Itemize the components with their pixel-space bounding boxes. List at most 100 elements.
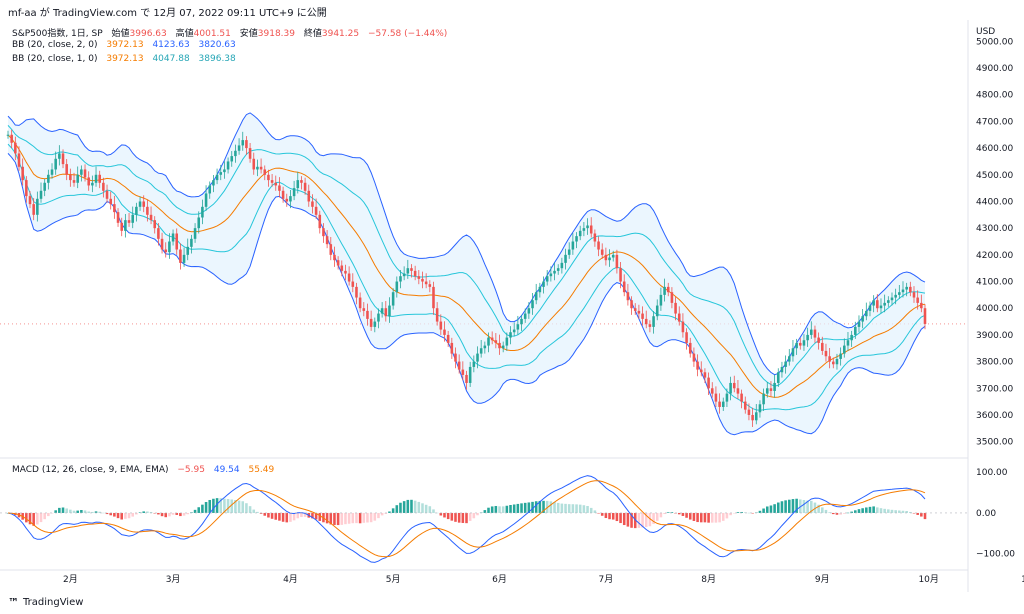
macd-histogram-bar <box>263 512 267 516</box>
candle-body <box>813 329 817 338</box>
candle-body <box>593 233 597 242</box>
macd-histogram-bar <box>307 512 311 518</box>
tradingview-logo-icon[interactable]: ™ <box>8 596 19 609</box>
macd-histogram-bar <box>725 512 729 519</box>
candle-body <box>36 198 39 215</box>
price-tick-label: 3700.00 <box>976 384 1013 394</box>
macd-histogram-bar <box>802 499 806 513</box>
macd-histogram-bar <box>765 506 769 513</box>
candle-body <box>494 340 498 343</box>
candle-body <box>318 214 322 229</box>
candle-body <box>234 150 237 157</box>
price-tick-label: 4100.00 <box>976 278 1013 288</box>
candle-body <box>127 220 131 223</box>
macd-legend[interactable]: MACD (12, 26, close, 9, EMA, EMA) −5.95 … <box>12 465 280 475</box>
macd-histogram-bar <box>501 506 505 513</box>
macd-histogram-bar <box>806 500 809 513</box>
candle-body <box>560 262 564 269</box>
macd-histogram-bar <box>87 511 90 513</box>
site-name[interactable]: TradingView.com <box>52 8 138 19</box>
macd-histogram-bar <box>659 512 663 518</box>
change-value: −57.58 (−1.44%) <box>367 29 448 39</box>
candle-body <box>641 313 644 319</box>
currency-label: USD <box>976 27 995 37</box>
candle-body <box>17 153 21 167</box>
candle-body <box>773 382 776 391</box>
macd-histogram-bar <box>421 503 424 513</box>
macd-histogram-bar <box>186 512 190 515</box>
macd-histogram-bar <box>571 504 575 513</box>
candle-body <box>43 182 46 191</box>
macd-histogram-bar <box>534 501 538 513</box>
macd-histogram-bar <box>729 512 732 516</box>
candle-body <box>905 286 908 290</box>
macd-histogram-bar <box>461 512 465 523</box>
candle-body <box>410 268 413 271</box>
macd-line <box>7 475 926 563</box>
macd-histogram-bar <box>754 512 758 513</box>
macd-histogram-bar <box>652 512 655 524</box>
candle-body <box>307 190 311 202</box>
candle-body <box>347 273 351 282</box>
macd-histogram-bar <box>655 512 659 521</box>
macd-histogram-bar <box>362 512 366 523</box>
macd-histogram-bar <box>190 512 193 513</box>
macd-histogram-bar <box>666 512 670 513</box>
macd-hist-value: −5.95 <box>177 465 205 475</box>
publisher-name[interactable]: mf-aa <box>8 8 37 19</box>
bb1-upper: 4123.63 <box>152 40 190 50</box>
candle-body <box>113 204 116 213</box>
macd-histogram-bar <box>223 498 226 513</box>
macd-histogram-bar <box>758 510 762 513</box>
candle-body <box>578 230 582 237</box>
macd-histogram-bar <box>883 508 886 513</box>
candle-body <box>105 190 109 199</box>
macd-histogram-bar <box>336 512 340 526</box>
bb2-legend[interactable]: BB (20, close, 1, 0) 3972.13 4047.88 389… <box>12 54 242 64</box>
footer-brand[interactable]: TradingView <box>23 597 84 608</box>
candle-body <box>483 345 487 349</box>
macd-histogram-bar <box>252 509 256 513</box>
close-value: 3941.25 <box>321 29 360 39</box>
macd-histogram-bar <box>824 509 828 513</box>
candle-body <box>142 201 145 207</box>
candle-body <box>116 212 120 223</box>
macd-histogram-bar <box>868 506 872 513</box>
candle-body <box>98 174 101 183</box>
bb1-legend[interactable]: BB (20, close, 2, 0) 3972.13 4123.63 382… <box>12 40 242 50</box>
candle-body <box>94 174 98 183</box>
macd-histogram-bar <box>494 505 498 513</box>
macd-histogram-bar <box>622 512 626 526</box>
macd-histogram-bar <box>439 512 443 516</box>
macd-histogram-bar <box>703 512 707 523</box>
macd-histogram-bar <box>879 508 883 513</box>
bb1-lower-line <box>7 153 926 436</box>
macd-histogram-bar <box>47 512 50 517</box>
candle-body <box>923 308 927 324</box>
candle-body <box>138 201 142 207</box>
macd-histogram-bar <box>311 512 314 519</box>
candle-body <box>190 238 193 247</box>
macd-histogram-bar <box>490 506 494 513</box>
candle-body <box>241 140 245 146</box>
candle-body <box>567 249 571 255</box>
macd-histogram-bar <box>285 512 289 523</box>
macd-histogram-bar <box>696 512 699 523</box>
macd-histogram-bar <box>226 499 230 513</box>
candle-body <box>267 174 270 181</box>
candle-body <box>597 241 600 250</box>
time-tick-label: 4月 <box>283 574 298 585</box>
macd-histogram-bar <box>124 512 127 519</box>
candle-body <box>186 246 190 255</box>
macd-histogram-bar <box>564 503 567 513</box>
macd-histogram-bar <box>912 512 916 514</box>
candle-body <box>461 369 465 375</box>
candle-body <box>285 198 289 202</box>
macd-histogram-bar <box>743 512 747 513</box>
candle-body <box>802 340 806 346</box>
candle-body <box>146 206 149 215</box>
macd-histogram-bar <box>780 501 784 513</box>
symbol-name[interactable]: S&P500指数, 1日, SP <box>12 29 103 39</box>
macd-histogram-bar <box>171 512 175 515</box>
